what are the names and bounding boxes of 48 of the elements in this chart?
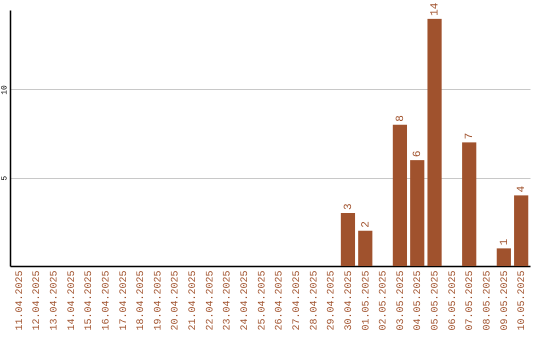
- x-tick-label: 22.04.2025: [205, 270, 216, 331]
- x-tick-label: 28.04.2025: [309, 270, 320, 331]
- x-tick-label: 08.05.2025: [482, 270, 494, 331]
- x-tick-label: 13.04.2025: [49, 270, 60, 331]
- data-label: 4: [516, 185, 528, 192]
- bar: [358, 230, 372, 266]
- bar: [514, 195, 528, 266]
- x-tick-label: 01.05.2025: [361, 270, 372, 331]
- x-tick-label: 11.04.2025: [14, 270, 26, 331]
- x-tick-label: 26.04.2025: [274, 270, 286, 331]
- x-tick-label: 18.04.2025: [136, 270, 148, 331]
- bar: [427, 18, 442, 266]
- x-tick-label: 10.05.2025: [517, 270, 528, 331]
- x-tick-label: 19.04.2025: [153, 270, 164, 331]
- x-tick-label: 12.04.2025: [32, 270, 44, 331]
- x-tick-label: 07.05.2025: [465, 270, 476, 331]
- bar: [340, 213, 356, 266]
- x-tick-label: 14.04.2025: [66, 270, 78, 331]
- x-tick-label: 29.04.2025: [326, 270, 338, 331]
- bar: [392, 124, 408, 266]
- x-tick-label: 09.05.2025: [500, 270, 511, 331]
- bar: [462, 142, 476, 266]
- x-tick-label: 17.04.2025: [118, 270, 130, 331]
- x-tick-label: 06.05.2025: [448, 270, 459, 331]
- bar: [496, 248, 511, 266]
- x-tick-label: 04.05.2025: [413, 270, 424, 331]
- x-tick-label: 21.04.2025: [188, 270, 200, 331]
- x-tick-label: 16.04.2025: [101, 270, 112, 331]
- data-label: 3: [342, 203, 355, 210]
- x-tick-label: 24.04.2025: [240, 270, 252, 331]
- bar: [410, 160, 424, 266]
- x-tick-label: 02.05.2025: [378, 270, 390, 331]
- data-label: 8: [394, 115, 407, 122]
- data-label: 7: [464, 132, 476, 140]
- y-tick-label: 5: [0, 176, 10, 181]
- x-tick-label: 30.04.2025: [344, 270, 355, 331]
- x-tick-label: 20.04.2025: [170, 270, 182, 331]
- x-tick-label: 25.04.2025: [257, 270, 268, 331]
- y-tick-label: 10: [0, 84, 10, 95]
- x-tick-label: 15.04.2025: [84, 270, 96, 331]
- x-tick-label: 27.04.2025: [292, 270, 303, 331]
- x-tick-label: 05.05.2025: [430, 270, 442, 331]
- data-label: 14: [430, 2, 442, 16]
- x-tick-label: 03.05.2025: [396, 270, 407, 331]
- data-label: 1: [498, 238, 511, 246]
- data-label: 6: [412, 150, 424, 158]
- data-label: 2: [360, 221, 372, 228]
- x-tick-label: 23.04.2025: [222, 270, 234, 331]
